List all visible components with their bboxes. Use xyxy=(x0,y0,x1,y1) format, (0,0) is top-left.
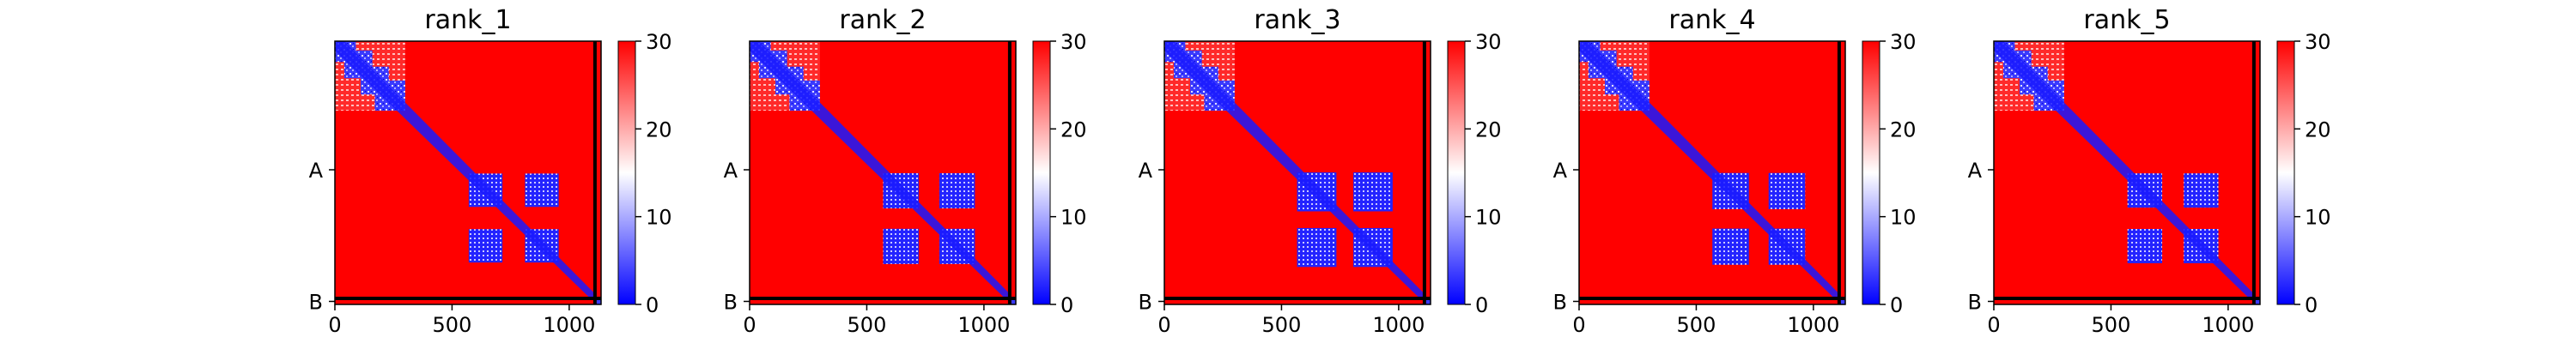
chain-b-block xyxy=(596,299,601,304)
panel-title: rank_2 xyxy=(839,5,926,35)
colorbar-tick-label: 10 xyxy=(1060,206,1087,230)
colorbar-tick-label: 20 xyxy=(2305,117,2331,141)
colorbar xyxy=(2276,40,2295,305)
panel-title: rank_5 xyxy=(2083,5,2170,35)
colorbar-tick-label: 0 xyxy=(1060,293,1073,317)
x-tick-label: 0 xyxy=(1987,313,2000,337)
heatmap-frame xyxy=(1163,40,1431,305)
colorbar-tick-label: 0 xyxy=(646,293,659,317)
cluster-block xyxy=(1353,172,1393,212)
diagonal-band xyxy=(1579,41,1841,301)
colorbar-tick-label: 30 xyxy=(1890,30,1917,54)
heatmap-frame xyxy=(1993,40,2261,305)
diagonal-band xyxy=(1164,41,1426,301)
panel-title: rank_3 xyxy=(1254,5,1340,35)
diagonal-band xyxy=(750,41,1012,301)
y-chain-label: A xyxy=(1553,159,1568,183)
y-chain-label: B xyxy=(1139,290,1152,314)
x-tick-label: 1000 xyxy=(1787,313,1839,337)
x-tick-label: 1000 xyxy=(957,313,1010,337)
colorbar-tick-label: 30 xyxy=(1060,30,1087,54)
chain-b-block xyxy=(2255,299,2260,304)
colorbar xyxy=(617,40,636,305)
colorbar-tick-label: 30 xyxy=(646,30,672,54)
heatmap-frame xyxy=(749,40,1017,305)
colorbar-tick-label: 10 xyxy=(1475,206,1502,230)
y-chain-label: B xyxy=(1553,290,1567,314)
x-tick-label: 0 xyxy=(743,313,756,337)
cluster-block xyxy=(525,173,559,208)
x-tick-label: 500 xyxy=(1262,313,1302,337)
diagonal-band xyxy=(335,41,597,301)
x-tick-label: 1000 xyxy=(543,313,595,337)
colorbar-tick-label: 0 xyxy=(1890,293,1903,317)
x-tick-label: 500 xyxy=(433,313,472,337)
x-tick-label: 0 xyxy=(328,313,341,337)
colorbar-tick-label: 0 xyxy=(2305,293,2318,317)
colorbar-tick-label: 20 xyxy=(1060,117,1087,141)
colorbar xyxy=(1862,40,1880,305)
x-tick-label: 0 xyxy=(1157,313,1170,337)
panel-title: rank_4 xyxy=(1668,5,1755,35)
colorbar-tick-label: 20 xyxy=(646,117,672,141)
colorbar-tick-label: 20 xyxy=(1890,117,1917,141)
cluster-block xyxy=(1297,227,1337,268)
colorbar-tick-label: 10 xyxy=(1890,206,1917,230)
y-chain-label: A xyxy=(724,159,738,183)
cluster-block xyxy=(2184,173,2219,208)
cluster-block xyxy=(2127,229,2163,264)
chain-b-block xyxy=(1840,299,1845,304)
x-tick-label: 1000 xyxy=(1372,313,1425,337)
colorbar-tick-label: 30 xyxy=(2305,30,2331,54)
x-tick-label: 500 xyxy=(1677,313,1716,337)
y-chain-label: B xyxy=(309,290,323,314)
y-chain-label: A xyxy=(1968,159,1983,183)
diagonal-band xyxy=(1994,41,2256,301)
colorbar-tick-label: 0 xyxy=(1475,293,1488,317)
x-tick-label: 500 xyxy=(2092,313,2131,337)
y-chain-label: B xyxy=(724,290,738,314)
panel-title: rank_1 xyxy=(424,5,511,35)
chain-b-block xyxy=(1425,299,1431,304)
colorbar-tick-label: 10 xyxy=(646,206,672,230)
y-chain-label: A xyxy=(1139,159,1153,183)
x-tick-label: 0 xyxy=(1572,313,1585,337)
heatmap-frame xyxy=(1578,40,1846,305)
heatmap-frame xyxy=(334,40,602,305)
colorbar-tick-label: 10 xyxy=(2305,206,2331,230)
x-tick-label: 500 xyxy=(848,313,887,337)
cluster-block xyxy=(939,172,975,209)
chain-b-block xyxy=(1011,299,1016,304)
colorbar-tick-label: 30 xyxy=(1475,30,1502,54)
colorbar xyxy=(1032,40,1051,305)
colorbar xyxy=(1447,40,1466,305)
x-tick-label: 1000 xyxy=(2202,313,2254,337)
cluster-block xyxy=(468,229,503,263)
y-chain-label: A xyxy=(309,159,324,183)
y-chain-label: B xyxy=(1968,290,1982,314)
cluster-block xyxy=(883,228,919,264)
cluster-block xyxy=(1712,228,1749,265)
cluster-block xyxy=(1768,172,1806,209)
colorbar-tick-label: 20 xyxy=(1475,117,1502,141)
